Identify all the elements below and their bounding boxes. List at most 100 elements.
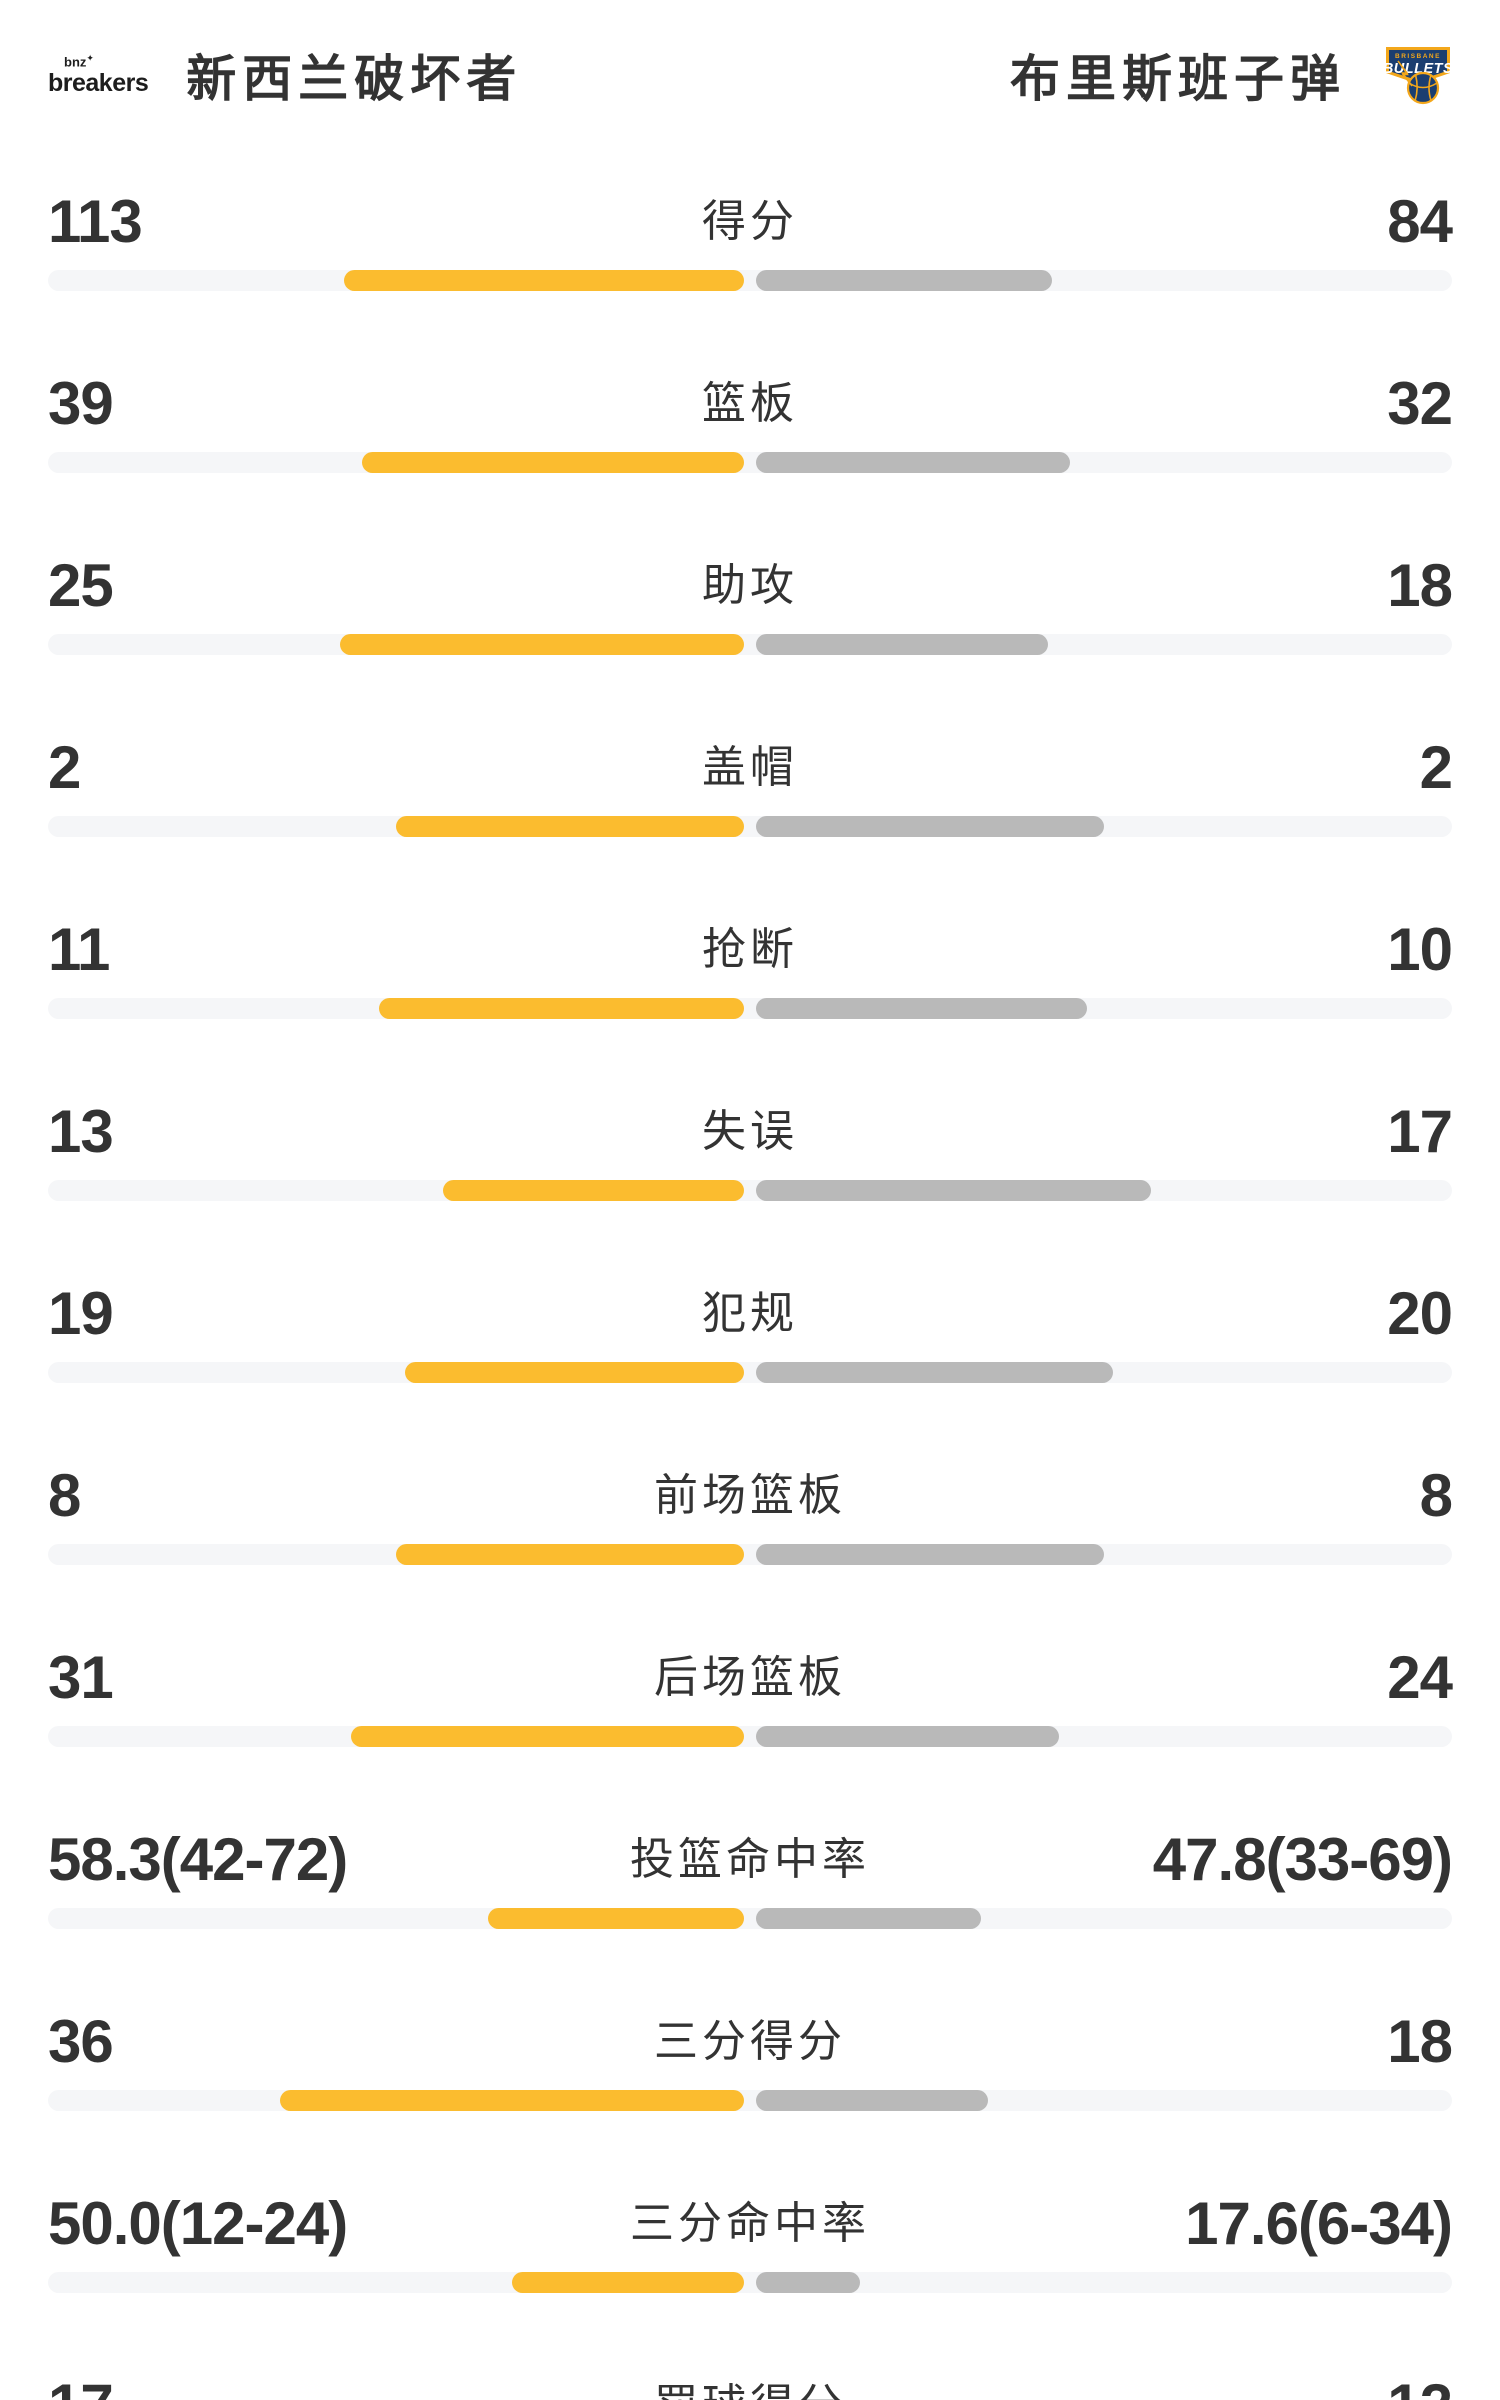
stat-values: 113 得分 84 [48, 188, 1453, 255]
bar-track [48, 1362, 1452, 1383]
away-team-bar [756, 452, 1070, 473]
away-team-bar [756, 634, 1048, 655]
stat-label: 得分 [702, 197, 798, 246]
away-team-bar [756, 2090, 988, 2111]
stat-label: 篮板 [702, 379, 798, 428]
stat-values: 11 抢断 10 [48, 916, 1453, 983]
stat-row: 25 助攻 18 [48, 552, 1453, 716]
stat-row: 39 篮板 32 [48, 370, 1453, 534]
away-team-value: 17.6(6-34) [1185, 2190, 1453, 2257]
stat-label: 后场篮板 [654, 1653, 846, 1702]
bar-track [48, 270, 1452, 291]
stat-values: 39 篮板 32 [48, 370, 1453, 437]
lightning-bolt-icon [1397, 60, 1413, 87]
away-team-bar [756, 270, 1052, 291]
stat-values: 25 助攻 18 [48, 552, 1453, 619]
home-team-name: 新西兰破坏者 [186, 51, 523, 107]
stat-label: 抢断 [702, 925, 798, 974]
bar-track [48, 1180, 1452, 1201]
home-team-bar [340, 634, 744, 655]
home-team-bar [351, 1726, 744, 1747]
bar-track [48, 1908, 1452, 1929]
stat-values: 58.3(42-72) 投篮命中率 47.8(33-69) [48, 1826, 1453, 1893]
away-team-value: 10 [1387, 916, 1453, 983]
away-team-value: 24 [1387, 1644, 1453, 1711]
bar-track [48, 634, 1452, 655]
bullets-logo-city-text: BRISBANE [1395, 53, 1441, 60]
home-team-bar [396, 1544, 744, 1565]
away-team-value: 2 [1419, 734, 1453, 801]
home-team-value: 8 [48, 1462, 81, 1529]
stat-label: 三分命中率 [630, 2199, 870, 2248]
bar-track [48, 816, 1452, 837]
stat-row: 31 后场篮板 24 [48, 1644, 1453, 1808]
away-team-value: 18 [1387, 552, 1453, 619]
away-team-value: 20 [1387, 1280, 1453, 1347]
stat-label: 投篮命中率 [630, 1835, 870, 1884]
home-team-bar [512, 2272, 744, 2293]
stat-values: 50.0(12-24) 三分命中率 17.6(6-34) [48, 2190, 1453, 2257]
bar-track [48, 998, 1452, 1019]
breakers-logo-bnz: bnz✦ [64, 53, 94, 70]
bar-track [48, 2272, 1452, 2293]
home-team-value: 2 [48, 734, 81, 801]
home-team-bar [379, 998, 744, 1019]
stat-row: 113 得分 84 [48, 188, 1453, 352]
basketball-icon [1406, 71, 1440, 105]
bullets-logo: BRISBANE BULLETS [1384, 47, 1452, 105]
stat-label: 罚球得分 [48, 2376, 1452, 2400]
home-team-value: 31 [48, 1644, 114, 1711]
stat-row: 50.0(12-24) 三分命中率 17.6(6-34) [48, 2190, 1453, 2354]
away-team-value: 32 [1387, 370, 1453, 437]
sparkle-icon: ✦ [86, 53, 94, 64]
home-team-bar [280, 2090, 744, 2111]
home-team-bar [362, 452, 744, 473]
home-team-header: bnz✦ breakers 新西兰破坏者 [48, 39, 522, 111]
stat-label: 前场篮板 [654, 1471, 846, 1520]
stat-row: 13 失误 17 [48, 1098, 1453, 1262]
stat-label: 犯规 [702, 1289, 798, 1338]
stat-row: 2 盖帽 2 [48, 734, 1453, 898]
home-team-value: 113 [48, 188, 143, 255]
away-team-bar [756, 1908, 981, 1929]
home-team-value: 13 [48, 1098, 114, 1165]
away-team-value: 8 [1419, 1462, 1453, 1529]
stat-row: 36 三分得分 18 [48, 2008, 1453, 2172]
home-team-bar [396, 816, 744, 837]
away-team-bar [756, 1180, 1151, 1201]
home-team-value: 25 [48, 552, 114, 619]
away-team-bar [756, 1726, 1059, 1747]
bar-track [48, 452, 1452, 473]
bar-track [48, 2090, 1452, 2111]
away-team-bar [756, 1544, 1104, 1565]
stat-label: 失误 [702, 1107, 798, 1156]
stat-row: 58.3(42-72) 投篮命中率 47.8(33-69) [48, 1826, 1453, 1990]
home-team-bar [443, 1180, 744, 1201]
stats-list: 113 得分 84 39 篮板 32 25 助攻 18 [48, 188, 1453, 2400]
away-team-header: 布里斯班子弹 BRISBANE BULLETS [1010, 39, 1452, 111]
home-team-value: 19 [48, 1280, 114, 1347]
header: bnz✦ breakers 新西兰破坏者 布里斯班子弹 BRISBANE BUL… [48, 0, 1452, 170]
away-team-value: 18 [1387, 2008, 1453, 2075]
bar-track [48, 1726, 1452, 1747]
home-team-value: 11 [48, 916, 110, 983]
away-team-bar [756, 1362, 1113, 1383]
bar-track [48, 1544, 1452, 1565]
breakers-logo: bnz✦ breakers [48, 53, 149, 95]
stat-row: 19 犯规 20 [48, 1280, 1453, 1444]
stat-values: 8 前场篮板 8 [48, 1462, 1453, 1529]
home-team-bar [488, 1908, 744, 1929]
home-team-value: 36 [48, 2008, 114, 2075]
away-team-bar [756, 998, 1087, 1019]
away-team-value: 47.8(33-69) [1152, 1826, 1453, 1893]
home-team-bar [344, 270, 744, 291]
stat-values: 13 失误 17 [48, 1098, 1453, 1165]
away-team-value: 84 [1387, 188, 1453, 255]
stat-label: 三分得分 [654, 2017, 846, 2066]
home-team-value: 50.0(12-24) [48, 2190, 348, 2257]
home-team-value: 39 [48, 370, 114, 437]
home-team-bar [405, 1362, 744, 1383]
stat-row: 17 罚球得分 12 [48, 2376, 1453, 2400]
stat-values: 19 犯规 20 [48, 1280, 1453, 1347]
